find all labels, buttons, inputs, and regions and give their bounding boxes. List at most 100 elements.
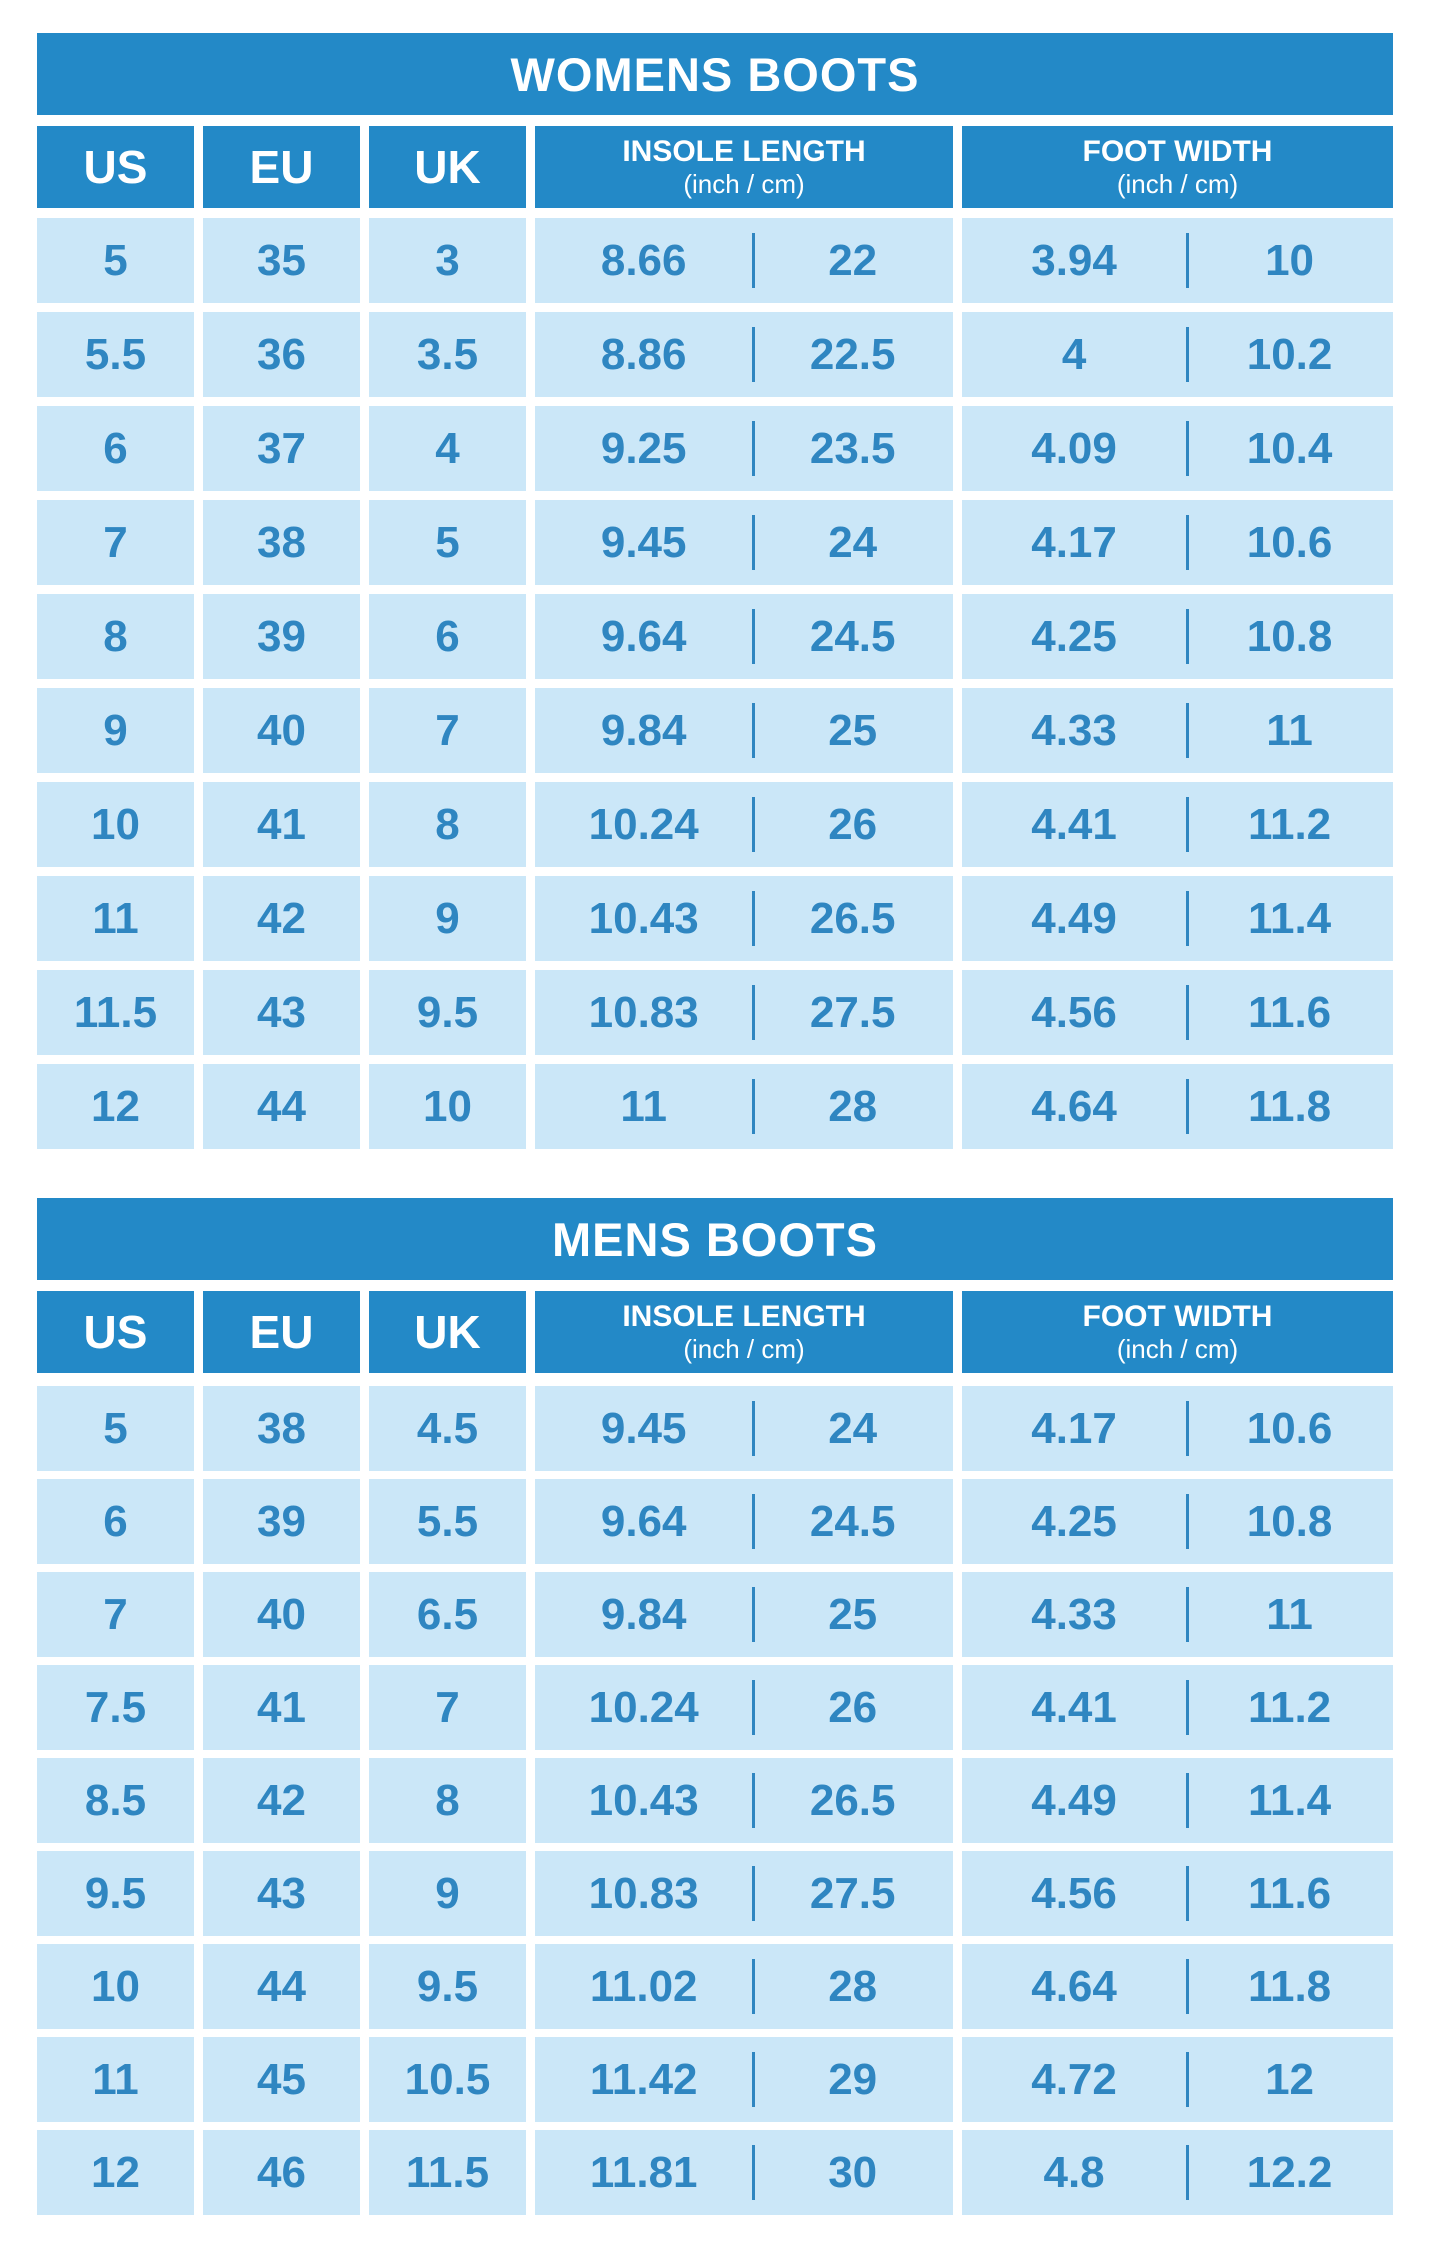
foot-width-inch-value: 4.33 xyxy=(1031,1589,1117,1639)
column-header-us: US xyxy=(37,1291,194,1373)
insole-cm-value: 26.5 xyxy=(809,1775,896,1825)
size-row: 7 40 6.5 9.84 25 4.33 11 xyxy=(37,1572,1393,1657)
uk-size-cell: 9.5 xyxy=(369,970,526,1055)
foot-width-cell: 4.49 11.4 xyxy=(962,1758,1393,1843)
size-row: 8.5 42 8 10.43 26.5 4.49 11.4 xyxy=(37,1758,1393,1843)
foot-width-cm-value: 10.2 xyxy=(1246,329,1333,379)
uk-size-cell: 6 xyxy=(369,594,526,679)
insole-inch-value: 8.86 xyxy=(600,329,687,379)
uk-size-cell: 3.5 xyxy=(369,312,526,397)
column-header-foot-width: FOOT WIDTH (inch / cm) xyxy=(962,126,1393,208)
column-header-label: INSOLE LENGTH xyxy=(622,135,866,169)
insole-cm-value: 22.5 xyxy=(809,329,896,379)
foot-width-cm-value: 11 xyxy=(1266,705,1313,755)
insole-length-cell: 9.84 25 xyxy=(535,688,953,773)
column-header-label: US xyxy=(83,1306,148,1358)
foot-width-inch-value: 4.49 xyxy=(1031,893,1117,943)
size-row: 12 46 11.5 11.81 30 4.8 12.2 xyxy=(37,2130,1393,2215)
cell-divider xyxy=(752,797,756,852)
insole-length-cell: 9.45 24 xyxy=(535,500,953,585)
column-header-units: (inch / cm) xyxy=(1116,169,1239,200)
insole-length-cell: 9.64 24.5 xyxy=(535,1479,953,1564)
uk-size-cell: 7 xyxy=(369,1665,526,1750)
womens-table-title: WOMENS BOOTS xyxy=(37,33,1393,115)
eu-size-cell: 42 xyxy=(203,876,360,961)
insole-cm-value: 28 xyxy=(828,1081,878,1131)
insole-inch-value: 11 xyxy=(620,1081,667,1131)
cell-divider xyxy=(1186,985,1190,1040)
insole-cm-value: 29 xyxy=(828,2054,878,2104)
cell-divider xyxy=(752,1494,756,1549)
foot-width-cell: 4.41 11.2 xyxy=(962,1665,1393,1750)
insole-length-cell: 11.42 29 xyxy=(535,2037,953,2122)
size-row: 5 35 3 8.66 22 3.94 10 xyxy=(37,218,1393,303)
womens-table-rows: 5 35 3 8.66 22 3.94 10 5.5 36 3.5 8.86 22.5 4 10.2 6 37… xyxy=(37,218,1393,1149)
insole-inch-value: 10.24 xyxy=(588,799,699,849)
uk-size-cell: 4.5 xyxy=(369,1386,526,1471)
foot-width-inch-value: 4.72 xyxy=(1031,2054,1117,2104)
size-row: 6 39 5.5 9.64 24.5 4.25 10.8 xyxy=(37,1479,1393,1564)
cell-divider xyxy=(752,233,756,288)
column-header-uk: UK xyxy=(369,1291,526,1373)
foot-width-inch-value: 4 xyxy=(1061,329,1087,379)
size-row: 11 42 9 10.43 26.5 4.49 11.4 xyxy=(37,876,1393,961)
cell-divider xyxy=(1186,2052,1190,2107)
eu-size-cell: 43 xyxy=(203,1851,360,1936)
insole-inch-value: 10.43 xyxy=(588,1775,699,1825)
insole-length-cell: 9.25 23.5 xyxy=(535,406,953,491)
cell-divider xyxy=(1186,1773,1190,1828)
size-row: 11.5 43 9.5 10.83 27.5 4.56 11.6 xyxy=(37,970,1393,1055)
insole-cm-value: 24 xyxy=(828,517,878,567)
foot-width-cm-value: 10.8 xyxy=(1246,611,1333,661)
us-size-cell: 5.5 xyxy=(37,312,194,397)
eu-size-cell: 45 xyxy=(203,2037,360,2122)
us-size-cell: 11 xyxy=(37,876,194,961)
foot-width-cm-value: 11.4 xyxy=(1247,1775,1332,1825)
cell-divider xyxy=(752,421,756,476)
foot-width-cell: 4.64 11.8 xyxy=(962,1064,1393,1149)
cell-divider xyxy=(752,1079,756,1134)
foot-width-inch-value: 4.33 xyxy=(1031,705,1117,755)
eu-size-cell: 40 xyxy=(203,688,360,773)
insole-inch-value: 9.84 xyxy=(600,705,687,755)
foot-width-cm-value: 11 xyxy=(1266,1589,1313,1639)
eu-size-cell: 40 xyxy=(203,1572,360,1657)
us-size-cell: 10 xyxy=(37,782,194,867)
cell-divider xyxy=(752,891,756,946)
foot-width-cell: 4.25 10.8 xyxy=(962,594,1393,679)
foot-width-cm-value: 10.6 xyxy=(1246,1403,1333,1453)
cell-divider xyxy=(752,609,756,664)
eu-size-cell: 44 xyxy=(203,1064,360,1149)
insole-length-cell: 10.24 26 xyxy=(535,1665,953,1750)
column-header-eu: EU xyxy=(203,1291,360,1373)
cell-divider xyxy=(1186,703,1190,758)
foot-width-inch-value: 4.09 xyxy=(1031,423,1117,473)
us-size-cell: 12 xyxy=(37,1064,194,1149)
foot-width-cell: 4.25 10.8 xyxy=(962,1479,1393,1564)
insole-inch-value: 9.64 xyxy=(600,1496,687,1546)
foot-width-inch-value: 4.56 xyxy=(1031,987,1117,1037)
size-row: 11 45 10.5 11.42 29 4.72 12 xyxy=(37,2037,1393,2122)
uk-size-cell: 5.5 xyxy=(369,1479,526,1564)
foot-width-cm-value: 11.2 xyxy=(1247,1682,1332,1732)
insole-cm-value: 23.5 xyxy=(809,423,896,473)
eu-size-cell: 41 xyxy=(203,1665,360,1750)
insole-length-cell: 10.83 27.5 xyxy=(535,1851,953,1936)
size-row: 8 39 6 9.64 24.5 4.25 10.8 xyxy=(37,594,1393,679)
insole-cm-value: 24 xyxy=(828,1403,878,1453)
cell-divider xyxy=(1186,609,1190,664)
eu-size-cell: 43 xyxy=(203,970,360,1055)
insole-inch-value: 10.24 xyxy=(588,1682,699,1732)
cell-divider xyxy=(752,1866,756,1921)
cell-divider xyxy=(1186,327,1190,382)
size-row: 12 44 10 11 28 4.64 11.8 xyxy=(37,1064,1393,1149)
womens-column-headers: US EU UK INSOLE LENGTH (inch / cm) FOOT … xyxy=(37,126,1393,208)
eu-size-cell: 38 xyxy=(203,1386,360,1471)
insole-inch-value: 10.83 xyxy=(588,1868,699,1918)
insole-length-cell: 10.43 26.5 xyxy=(535,876,953,961)
foot-width-inch-value: 4.41 xyxy=(1031,799,1117,849)
foot-width-cm-value: 11.6 xyxy=(1247,987,1332,1037)
foot-width-cm-value: 10.4 xyxy=(1246,423,1333,473)
uk-size-cell: 8 xyxy=(369,1758,526,1843)
